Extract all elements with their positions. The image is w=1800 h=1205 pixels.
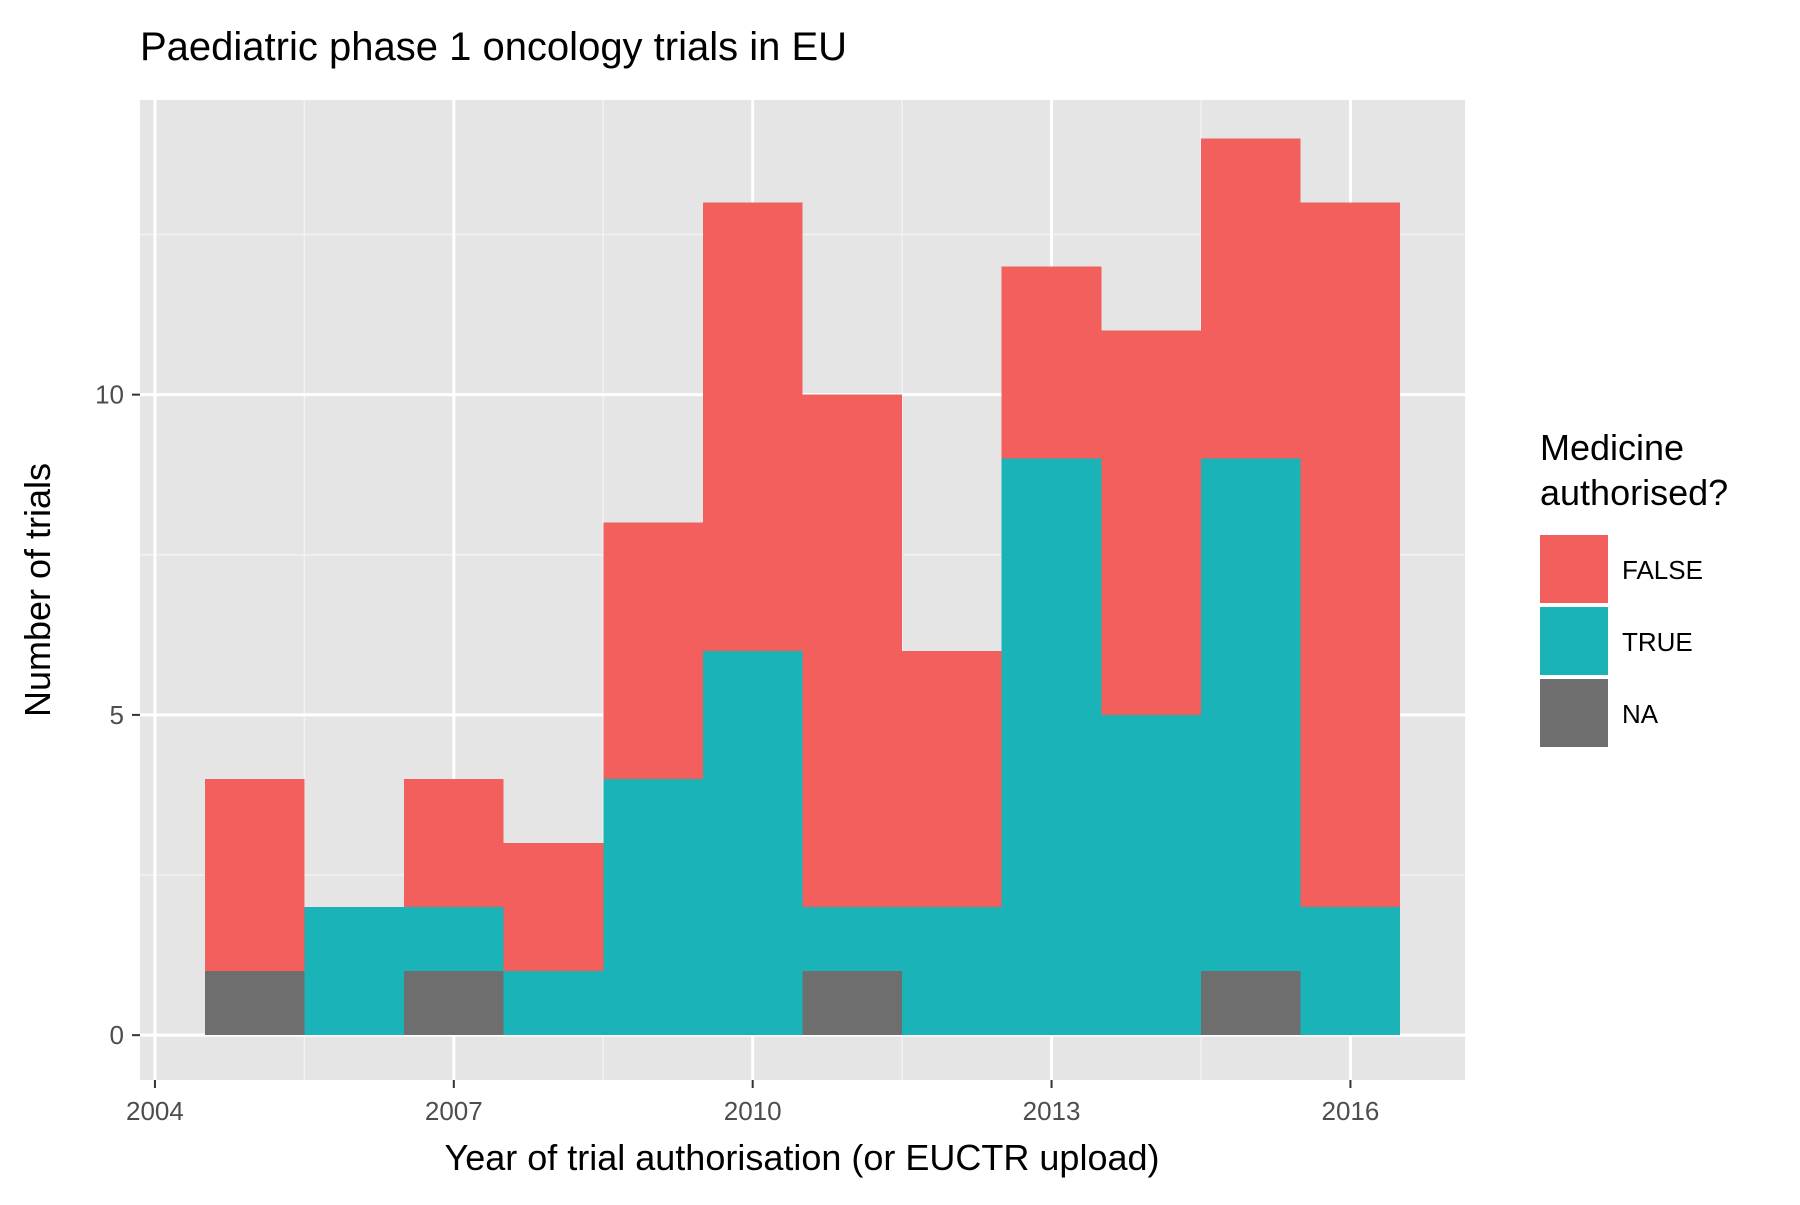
bar-true-2012 [902,907,1002,1036]
x-tick-label: 2007 [425,1096,483,1126]
legend-label-true: TRUE [1622,627,1693,657]
bar-false-2016 [1300,202,1401,908]
x-tick-label: 2004 [126,1096,184,1126]
legend-label-false: FALSE [1622,555,1703,585]
bar-false-2012 [902,650,1002,908]
legend-key-true [1540,607,1608,675]
y-tick-label: 5 [110,700,124,730]
legend-title-line-2: authorised? [1540,472,1728,513]
bar-na-2005 [204,971,305,1036]
axis-ticks: 2004 2007 2010 2013 2016 0 5 10 [95,380,1379,1126]
bar-true-2006 [304,907,405,1036]
bar-na-2015 [1200,971,1301,1036]
bar-true-2013 [1001,458,1102,1036]
legend-label-na: NA [1622,699,1659,729]
bar-true-2011 [802,907,903,972]
x-axis-title: Year of trial authorisation (or EUCTR up… [444,1137,1159,1178]
bar-false-2015 [1200,138,1301,459]
bar-true-2009 [603,778,703,1036]
y-tick-label: 0 [110,1020,124,1050]
bar-false-2013 [1001,266,1102,459]
bar-true-2010 [702,650,803,1036]
bar-true-2016 [1300,907,1401,1036]
legend-key-na [1540,679,1608,747]
bars [204,138,1401,1036]
bar-true-2014 [1101,714,1201,1036]
bar-true-2015 [1200,458,1301,972]
x-tick-label: 2016 [1322,1096,1380,1126]
y-axis-title: Number of trials [17,463,58,717]
bar-na-2007 [404,971,504,1036]
bar-false-2011 [802,394,903,908]
bar-true-2008 [503,971,604,1036]
bar-false-2008 [503,843,604,972]
chart-title: Paediatric phase 1 oncology trials in EU [140,25,847,69]
legend-title-line-1: Medicine [1540,427,1684,468]
x-tick-label: 2013 [1023,1096,1081,1126]
bar-na-2011 [802,971,903,1036]
x-tick-label: 2010 [724,1096,782,1126]
y-tick-label: 10 [95,380,124,410]
legend: Medicine authorised? FALSE TRUE NA [1540,427,1728,747]
bar-false-2007 [404,778,504,908]
bar-true-2007 [404,907,504,972]
bar-false-2009 [603,522,703,779]
bar-false-2010 [702,202,803,651]
legend-key-false [1540,535,1608,603]
bar-false-2005 [204,778,305,972]
bar-false-2014 [1101,330,1201,715]
